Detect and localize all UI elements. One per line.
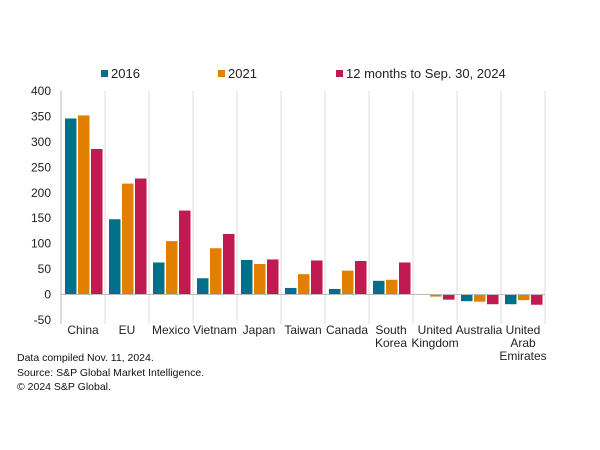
footnote-copyright: © 2024 S&P Global. <box>17 381 111 393</box>
bar-12-months-to-sep-30-2024 <box>399 262 411 295</box>
y-tick-label: 300 <box>31 135 51 149</box>
bar-2016 <box>65 118 77 295</box>
footnote-source: Source: S&P Global Market Intelligence. <box>17 366 205 379</box>
bar-12-months-to-sep-30-2024 <box>311 260 323 295</box>
bar-12-months-to-sep-30-2024 <box>531 294 543 305</box>
y-tick-label: 50 <box>38 262 52 276</box>
bar-2021 <box>78 115 90 295</box>
legend-label: 2016 <box>111 66 140 81</box>
bar-12-months-to-sep-30-2024 <box>91 149 103 295</box>
x-tick-label: Mexico <box>152 323 190 337</box>
bar-2021 <box>518 294 530 301</box>
bar-2021 <box>122 183 134 295</box>
bar-12-months-to-sep-30-2024 <box>179 210 191 295</box>
x-tick-label: United Arab Emirates <box>499 323 546 363</box>
bar-12-months-to-sep-30-2024 <box>355 260 367 295</box>
y-tick-label: 100 <box>31 237 51 251</box>
bar-2016 <box>461 294 473 302</box>
x-tick-label: Canada <box>326 323 368 337</box>
bar-2021 <box>254 264 266 295</box>
bar-2016 <box>329 288 341 295</box>
x-tick-label: China <box>67 323 99 337</box>
bar-12-months-to-sep-30-2024 <box>223 233 235 295</box>
bar-2021 <box>298 274 310 295</box>
bar-2021 <box>342 270 354 295</box>
y-tick-label: 150 <box>31 211 51 225</box>
x-tick-label: Japan <box>243 323 276 337</box>
legend-item-2024: 12 months to Sep. 30, 2024 <box>336 66 506 81</box>
legend-swatch <box>336 70 343 77</box>
bar-2021 <box>430 294 442 297</box>
y-tick-label: 0 <box>44 288 51 302</box>
bar-2016 <box>197 278 209 295</box>
y-tick-label: 400 <box>31 84 51 98</box>
bar-12-months-to-sep-30-2024 <box>267 259 279 295</box>
bar-2016 <box>241 259 253 295</box>
bar-12-months-to-sep-30-2024 <box>443 294 455 300</box>
x-tick-label: EU <box>119 323 136 337</box>
x-tick-label: Taiwan <box>284 323 321 337</box>
y-tick-label: 350 <box>31 109 51 123</box>
x-tick-label: United Kingdom <box>411 323 458 350</box>
legend-swatch <box>218 70 225 77</box>
bar-2021 <box>166 241 178 295</box>
x-tick-label: Vietnam <box>193 323 237 337</box>
bar-12-months-to-sep-30-2024 <box>487 294 499 305</box>
bar-2016 <box>285 287 297 295</box>
bar-2021 <box>386 279 398 295</box>
legend-label: 12 months to Sep. 30, 2024 <box>346 66 506 81</box>
legend-item-2021: 2021 <box>218 66 257 81</box>
bar-2016 <box>109 219 121 295</box>
bar-12-months-to-sep-30-2024 <box>135 178 147 295</box>
x-tick-label: South Korea <box>375 323 407 350</box>
bar-2021 <box>210 248 222 295</box>
y-tick-label: -50 <box>34 313 52 327</box>
bar-2016 <box>373 280 385 295</box>
bar-2021 <box>474 294 486 302</box>
legend-item-2016: 2016 <box>101 66 140 81</box>
footnote-date: Data compiled Nov. 11, 2024. <box>17 352 154 364</box>
legend-label: 2021 <box>228 66 257 81</box>
y-tick-label: 250 <box>31 160 51 174</box>
bar-2016 <box>153 262 165 295</box>
y-tick-label: 200 <box>31 186 51 200</box>
footnotes: Data compiled Nov. 11, 2024. Source: S&P… <box>17 351 204 395</box>
legend-swatch <box>101 70 108 77</box>
bar-2016 <box>505 294 517 305</box>
x-tick-label: Australia <box>456 323 503 337</box>
